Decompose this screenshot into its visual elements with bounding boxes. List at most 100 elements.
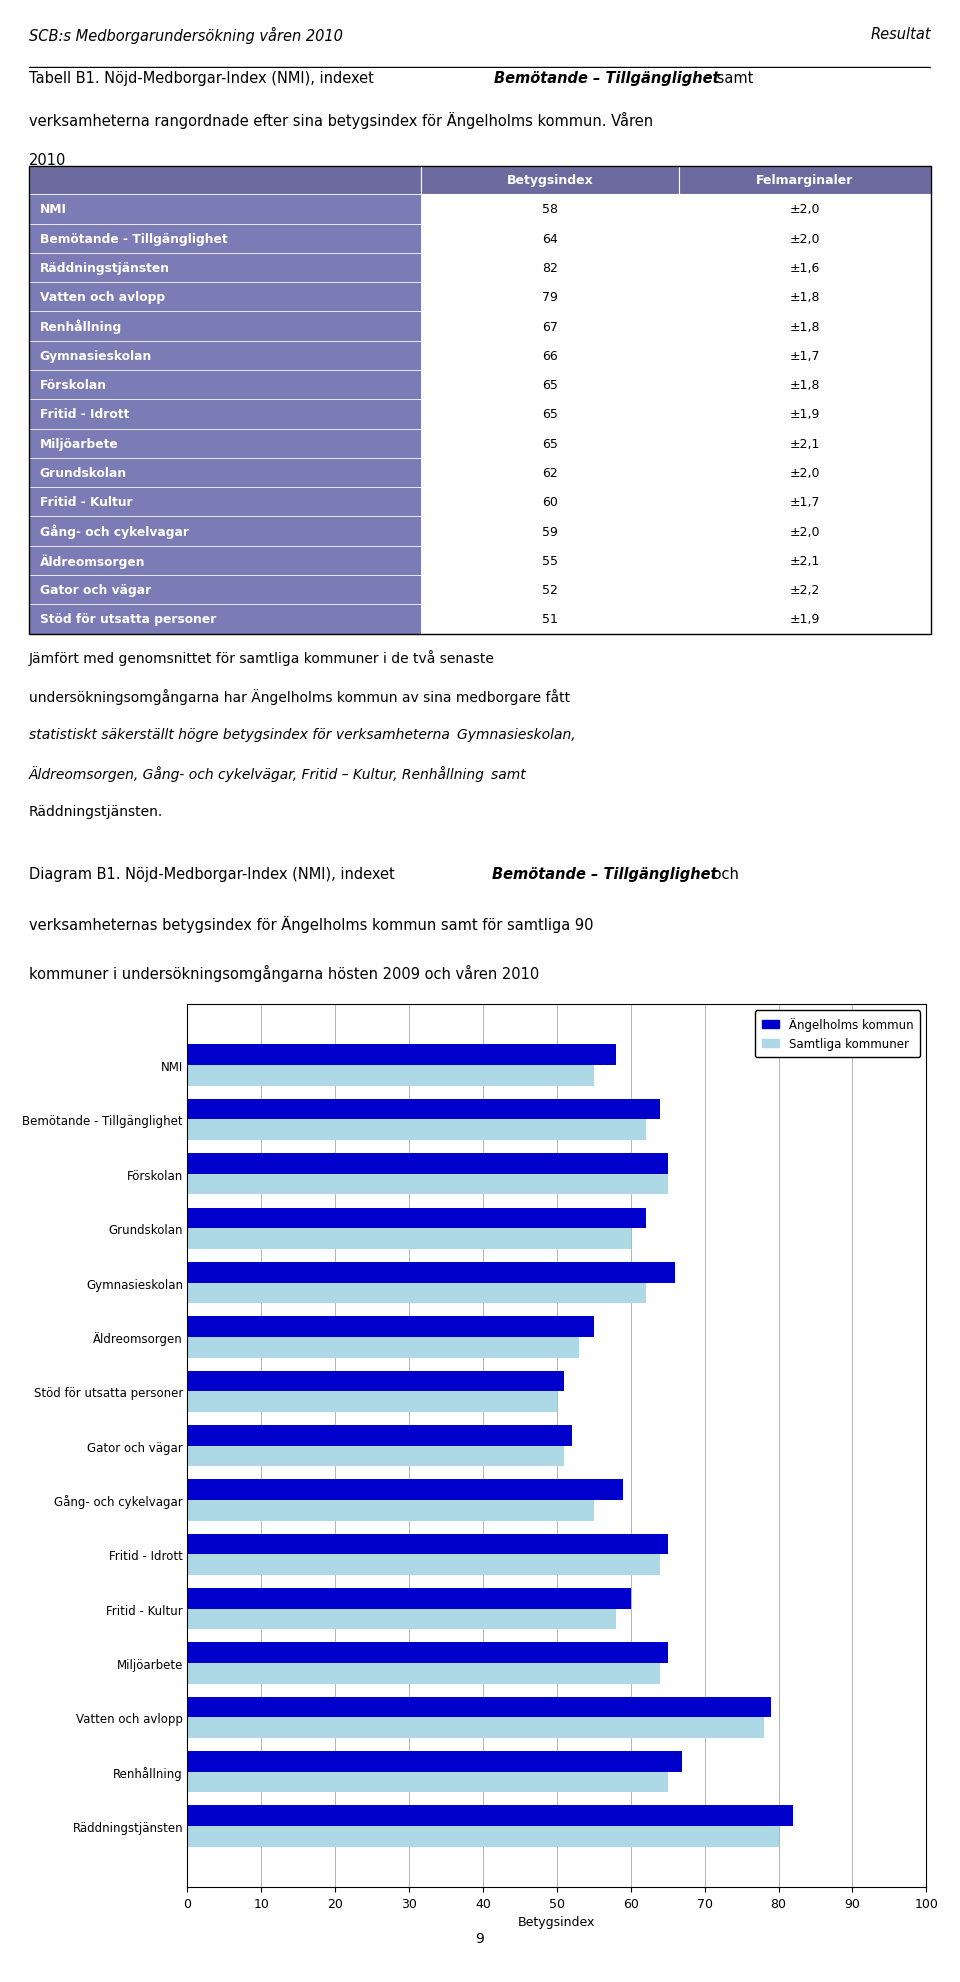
Text: 58: 58 xyxy=(542,204,558,216)
Text: Resultat: Resultat xyxy=(871,28,931,42)
Bar xyxy=(29,430,421,458)
Text: 9: 9 xyxy=(475,1930,485,1946)
Bar xyxy=(679,575,931,605)
Bar xyxy=(421,458,679,488)
Bar xyxy=(187,1338,579,1358)
Bar xyxy=(679,166,931,194)
Text: ±2,1: ±2,1 xyxy=(790,555,820,567)
Bar xyxy=(187,1772,668,1792)
Text: 79: 79 xyxy=(542,291,558,303)
Text: 52: 52 xyxy=(542,585,558,597)
Bar xyxy=(187,1425,571,1445)
Bar xyxy=(187,1282,645,1304)
Text: ±1,9: ±1,9 xyxy=(790,408,820,422)
Bar xyxy=(29,575,421,605)
Bar xyxy=(421,517,679,547)
Bar xyxy=(187,1263,675,1282)
Bar xyxy=(29,488,421,517)
Bar xyxy=(187,1554,660,1576)
Bar xyxy=(421,341,679,371)
Bar xyxy=(187,1045,616,1066)
Bar xyxy=(421,575,679,605)
Text: undersökningsomgångarna har Ängelholms kommun av sina medborgare fått: undersökningsomgångarna har Ängelholms k… xyxy=(29,690,570,706)
Bar xyxy=(29,194,421,224)
Text: Tabell B1. Nöjd-Medborgar-Index (NMI), indexet: Tabell B1. Nöjd-Medborgar-Index (NMI), i… xyxy=(29,71,378,87)
Text: 55: 55 xyxy=(542,555,558,567)
Bar xyxy=(29,341,421,371)
Bar xyxy=(29,254,421,283)
Bar xyxy=(421,371,679,400)
Bar xyxy=(679,313,931,341)
Bar xyxy=(187,1479,623,1500)
Bar xyxy=(187,1806,793,1825)
Text: Renhållning: Renhållning xyxy=(39,319,122,335)
Text: SCB:s Medborgarundersökning våren 2010: SCB:s Medborgarundersökning våren 2010 xyxy=(29,28,343,44)
Text: Bemötande – Tillgänglighet: Bemötande – Tillgänglighet xyxy=(493,71,719,87)
Bar xyxy=(187,1588,631,1609)
Text: 82: 82 xyxy=(542,262,558,275)
Bar xyxy=(29,458,421,488)
Text: Bemötande – Tillgänglighet: Bemötande – Tillgänglighet xyxy=(492,866,717,882)
Text: ±2,2: ±2,2 xyxy=(790,585,820,597)
Text: 60: 60 xyxy=(542,496,558,509)
Text: ±1,8: ±1,8 xyxy=(790,291,820,303)
Text: Vatten och avlopp: Vatten och avlopp xyxy=(39,291,165,303)
Text: 67: 67 xyxy=(542,321,558,333)
Text: ±2,0: ±2,0 xyxy=(790,466,820,480)
Text: Fritid - Idrott: Fritid - Idrott xyxy=(39,408,129,422)
Bar xyxy=(187,1229,631,1249)
Bar xyxy=(421,313,679,341)
Bar xyxy=(679,371,931,400)
Bar xyxy=(29,605,421,634)
Text: Gymnasieskolan: Gymnasieskolan xyxy=(39,349,152,363)
Text: verksamheterna rangordnade efter sina betygsindex för Ängelholms kommun. Våren: verksamheterna rangordnade efter sina be… xyxy=(29,113,653,129)
Text: Räddningstjänsten.: Räddningstjänsten. xyxy=(29,805,163,819)
Text: verksamheternas betygsindex för Ängelholms kommun samt för samtliga 90: verksamheternas betygsindex för Ängelhol… xyxy=(29,916,593,932)
Text: och: och xyxy=(708,866,739,882)
Bar xyxy=(421,194,679,224)
Bar xyxy=(29,547,421,575)
Text: Felmarginaler: Felmarginaler xyxy=(756,174,853,188)
Bar xyxy=(187,1643,668,1663)
Bar xyxy=(679,458,931,488)
Bar xyxy=(187,1207,645,1229)
Text: Äldreomsorgen: Äldreomsorgen xyxy=(39,553,145,569)
Text: 59: 59 xyxy=(542,525,558,539)
Bar xyxy=(187,1825,779,1847)
Text: Räddningstjänsten: Räddningstjänsten xyxy=(39,262,170,275)
Bar xyxy=(187,1697,771,1718)
Text: Betygsindex: Betygsindex xyxy=(507,174,593,188)
Bar xyxy=(679,605,931,634)
Text: 65: 65 xyxy=(542,408,558,422)
Bar xyxy=(29,371,421,400)
Bar xyxy=(679,341,931,371)
Text: 64: 64 xyxy=(542,232,558,246)
Bar xyxy=(421,488,679,517)
Text: Gator och vägar: Gator och vägar xyxy=(39,585,151,597)
Bar xyxy=(679,488,931,517)
Text: 65: 65 xyxy=(542,379,558,392)
Text: Stöd för utsatta personer: Stöd för utsatta personer xyxy=(39,612,216,626)
Bar xyxy=(29,400,421,430)
Bar xyxy=(187,1120,645,1140)
Bar xyxy=(187,1066,593,1086)
Text: ±2,0: ±2,0 xyxy=(790,525,820,539)
Bar xyxy=(187,1663,660,1685)
Text: ±2,0: ±2,0 xyxy=(790,204,820,216)
Bar xyxy=(421,547,679,575)
Text: 2010: 2010 xyxy=(29,153,66,168)
Bar xyxy=(187,1718,764,1738)
Text: Miljöarbete: Miljöarbete xyxy=(39,438,118,450)
Text: ±1,8: ±1,8 xyxy=(790,379,820,392)
Bar xyxy=(187,1391,557,1413)
Bar xyxy=(421,166,679,194)
Bar xyxy=(187,1154,668,1173)
Bar xyxy=(421,283,679,313)
Text: ±1,7: ±1,7 xyxy=(790,496,820,509)
Bar xyxy=(421,254,679,283)
Bar xyxy=(29,224,421,254)
Bar xyxy=(29,166,421,194)
Bar xyxy=(187,1609,616,1629)
Bar xyxy=(187,1316,593,1338)
Bar xyxy=(187,1372,564,1391)
